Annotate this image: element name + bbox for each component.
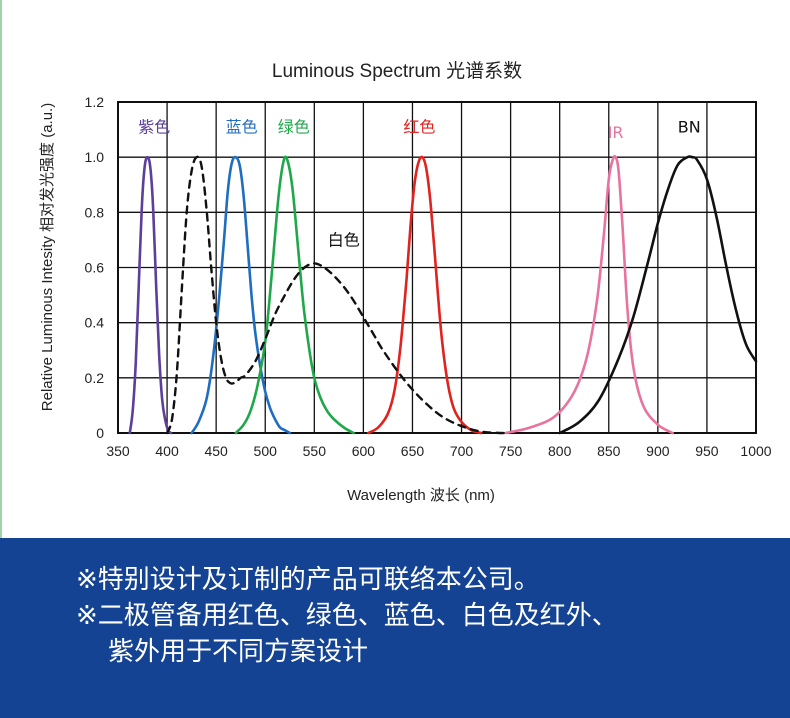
annotation-label: 红色 xyxy=(403,117,435,136)
series-line-红色 xyxy=(367,155,483,435)
y-tick-label: 0.4 xyxy=(85,315,105,331)
x-tick-label: 450 xyxy=(204,443,228,459)
footer-note-1: ※特别设计及订制的产品可联络本公司。 xyxy=(76,565,540,595)
y-tick-label: 1.2 xyxy=(85,94,105,110)
footer-note-2: ※二极管备用红色、绿色、蓝色、白色及红外、 xyxy=(76,601,618,631)
x-axis-ticks: 350 400 450 500 550 600 650 700 750 800 850 900 950 1… xyxy=(106,443,771,459)
annotation-label: 绿色 xyxy=(278,117,310,136)
x-tick-label: 400 xyxy=(155,443,179,459)
y-axis-ticks: 0 0.2 0.4 0.6 0.8 1.0 1.2 xyxy=(85,94,105,441)
x-tick-label: 750 xyxy=(499,443,523,459)
series-annotations: 紫色 蓝色 绿色 红色 IR BN 白色 xyxy=(138,117,700,249)
x-axis-label: Wavelength 波长 (nm) xyxy=(347,487,495,504)
annotation-label: BN xyxy=(678,117,701,136)
series-line-绿色 xyxy=(234,155,355,435)
series-line-白色 xyxy=(165,155,507,435)
x-tick-label: 1000 xyxy=(740,443,771,459)
y-tick-label: 0.2 xyxy=(85,370,105,386)
y-axis-label: Relative Luminous Intesity 相对发光强度 (a.u.) xyxy=(39,103,56,411)
chart-area: Luminous Spectrum 光谱系数 350 400 450 500 550 60… xyxy=(0,0,772,538)
x-tick-label: 600 xyxy=(352,443,376,459)
x-tick-label: 900 xyxy=(646,443,670,459)
spectrum-chart: Luminous Spectrum 光谱系数 350 400 450 500 550 60… xyxy=(39,60,772,504)
annotation-label: 白色 xyxy=(328,230,360,249)
x-tick-label: 500 xyxy=(254,443,278,459)
y-tick-label: 1.0 xyxy=(85,149,105,165)
x-tick-label: 850 xyxy=(597,443,621,459)
series-line-IR xyxy=(504,154,674,435)
series-line-紫色 xyxy=(128,155,173,435)
series-line-BN xyxy=(558,155,758,435)
x-tick-label: 350 xyxy=(106,443,130,459)
annotation-label: 紫色 xyxy=(138,117,170,136)
chart-title: Luminous Spectrum 光谱系数 xyxy=(272,60,522,82)
annotation-label: IR xyxy=(608,123,624,142)
annotation-label: 蓝色 xyxy=(226,117,258,136)
footer-notes: ※特别设计及订制的产品可联络本公司。 ※二极管备用红色、绿色、蓝色、白色及红外、… xyxy=(0,538,790,718)
x-tick-label: 700 xyxy=(450,443,474,459)
y-tick-label: 0.6 xyxy=(85,260,105,276)
x-tick-label: 950 xyxy=(695,443,719,459)
page-edge-stripe xyxy=(0,0,2,538)
x-tick-label: 800 xyxy=(548,443,572,459)
x-tick-label: 550 xyxy=(303,443,327,459)
footer-note-3: 紫外用于不同方案设计 xyxy=(108,637,369,667)
y-tick-label: 0.8 xyxy=(85,204,105,220)
grid xyxy=(117,101,757,434)
y-tick-label: 0 xyxy=(96,425,104,441)
series-lines xyxy=(128,154,758,435)
x-tick-label: 650 xyxy=(401,443,425,459)
series-line-蓝色 xyxy=(190,155,292,435)
